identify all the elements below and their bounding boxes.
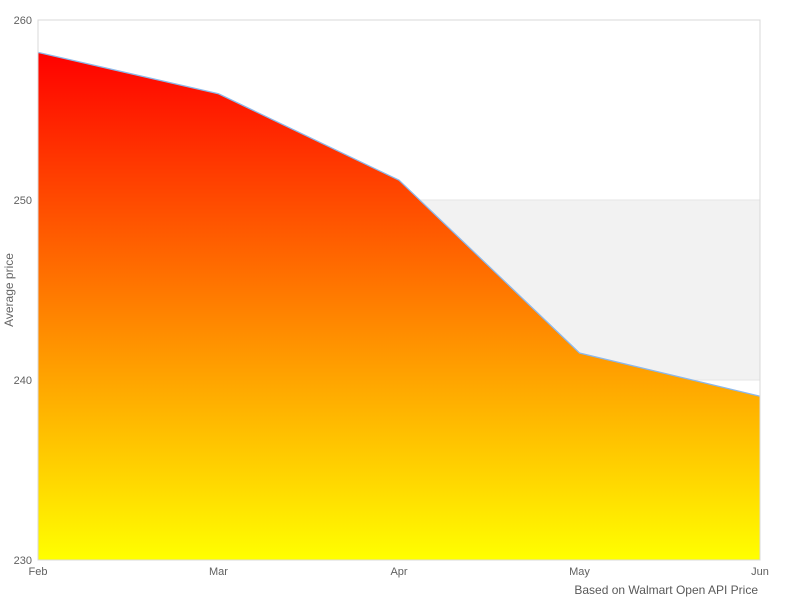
x-tick-label: May: [569, 566, 590, 578]
x-tick-label: Feb: [29, 566, 48, 578]
y-tick-label: 230: [14, 555, 32, 567]
y-tick-label: 260: [14, 15, 32, 27]
plot-area: 230 240 250 260 Feb Mar Apr May Jun: [14, 15, 769, 578]
y-tick-label: 250: [14, 195, 32, 207]
series-line: [37, 51, 761, 397]
plot-border: [37, 19, 761, 561]
x-tick-label: Mar: [209, 566, 228, 578]
chart-caption: Based on Walmart Open API Price: [574, 583, 758, 597]
x-tick-label: Apr: [390, 566, 407, 578]
y-axis-title: Average price: [2, 253, 16, 327]
y-tick-label: 240: [14, 375, 32, 387]
area-series[interactable]: [38, 52, 760, 561]
x-tick-label: Jun: [751, 566, 769, 578]
